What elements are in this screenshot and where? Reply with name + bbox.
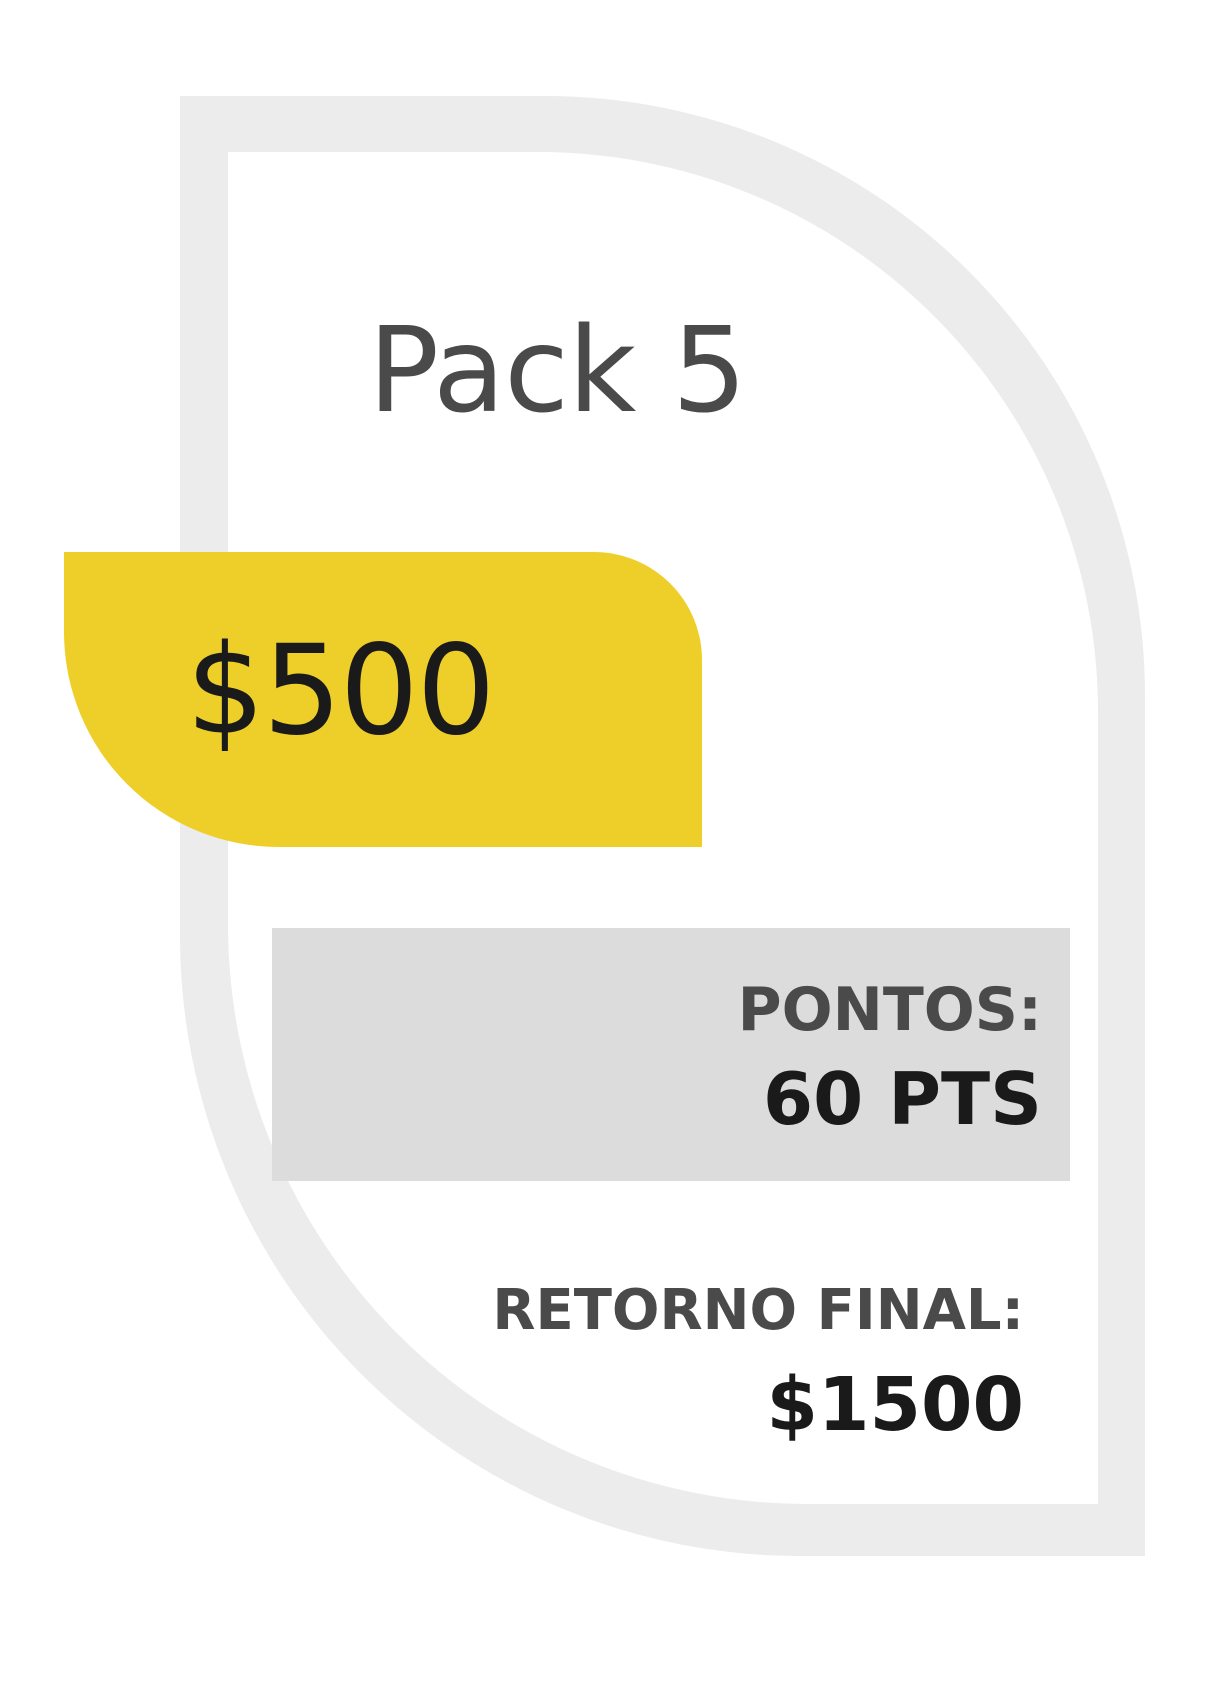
return-value: $1500 — [766, 1362, 1024, 1448]
price-value: $500 — [186, 619, 496, 763]
points-box: PONTOS: 60 PTS — [272, 928, 1070, 1181]
price-tag — [64, 552, 702, 847]
points-value: 60 PTS — [763, 1057, 1042, 1141]
points-label: PONTOS: — [737, 975, 1042, 1045]
pack-title: Pack 5 — [368, 301, 747, 439]
return-label: RETORNO FINAL: — [492, 1278, 1024, 1343]
